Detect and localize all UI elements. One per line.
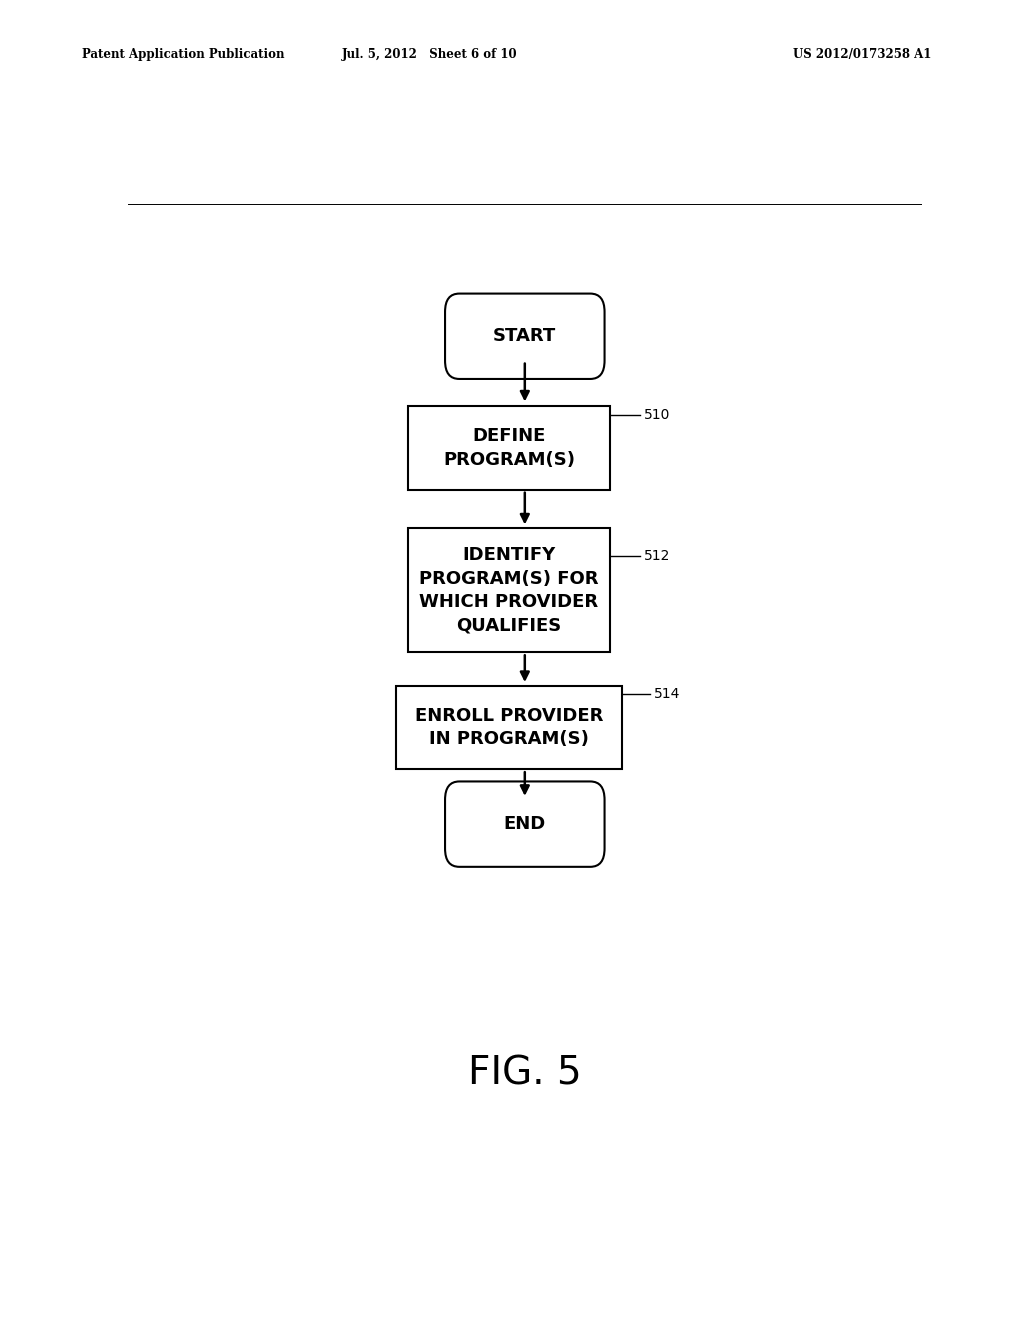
Text: 510: 510 [644, 408, 671, 421]
FancyBboxPatch shape [396, 686, 622, 770]
Text: START: START [494, 327, 556, 346]
Text: FIG. 5: FIG. 5 [468, 1055, 582, 1092]
Text: 512: 512 [644, 549, 671, 562]
FancyBboxPatch shape [408, 528, 610, 652]
Text: Patent Application Publication: Patent Application Publication [82, 48, 285, 61]
Text: IDENTIFY
PROGRAM(S) FOR
WHICH PROVIDER
QUALIFIES: IDENTIFY PROGRAM(S) FOR WHICH PROVIDER Q… [419, 546, 599, 635]
Text: END: END [504, 816, 546, 833]
FancyBboxPatch shape [408, 407, 610, 490]
Text: ENROLL PROVIDER
IN PROGRAM(S): ENROLL PROVIDER IN PROGRAM(S) [415, 706, 603, 748]
FancyBboxPatch shape [445, 781, 604, 867]
Text: Jul. 5, 2012   Sheet 6 of 10: Jul. 5, 2012 Sheet 6 of 10 [342, 48, 518, 61]
FancyBboxPatch shape [445, 293, 604, 379]
Text: 514: 514 [654, 686, 681, 701]
Text: US 2012/0173258 A1: US 2012/0173258 A1 [794, 48, 932, 61]
Text: DEFINE
PROGRAM(S): DEFINE PROGRAM(S) [443, 428, 574, 469]
